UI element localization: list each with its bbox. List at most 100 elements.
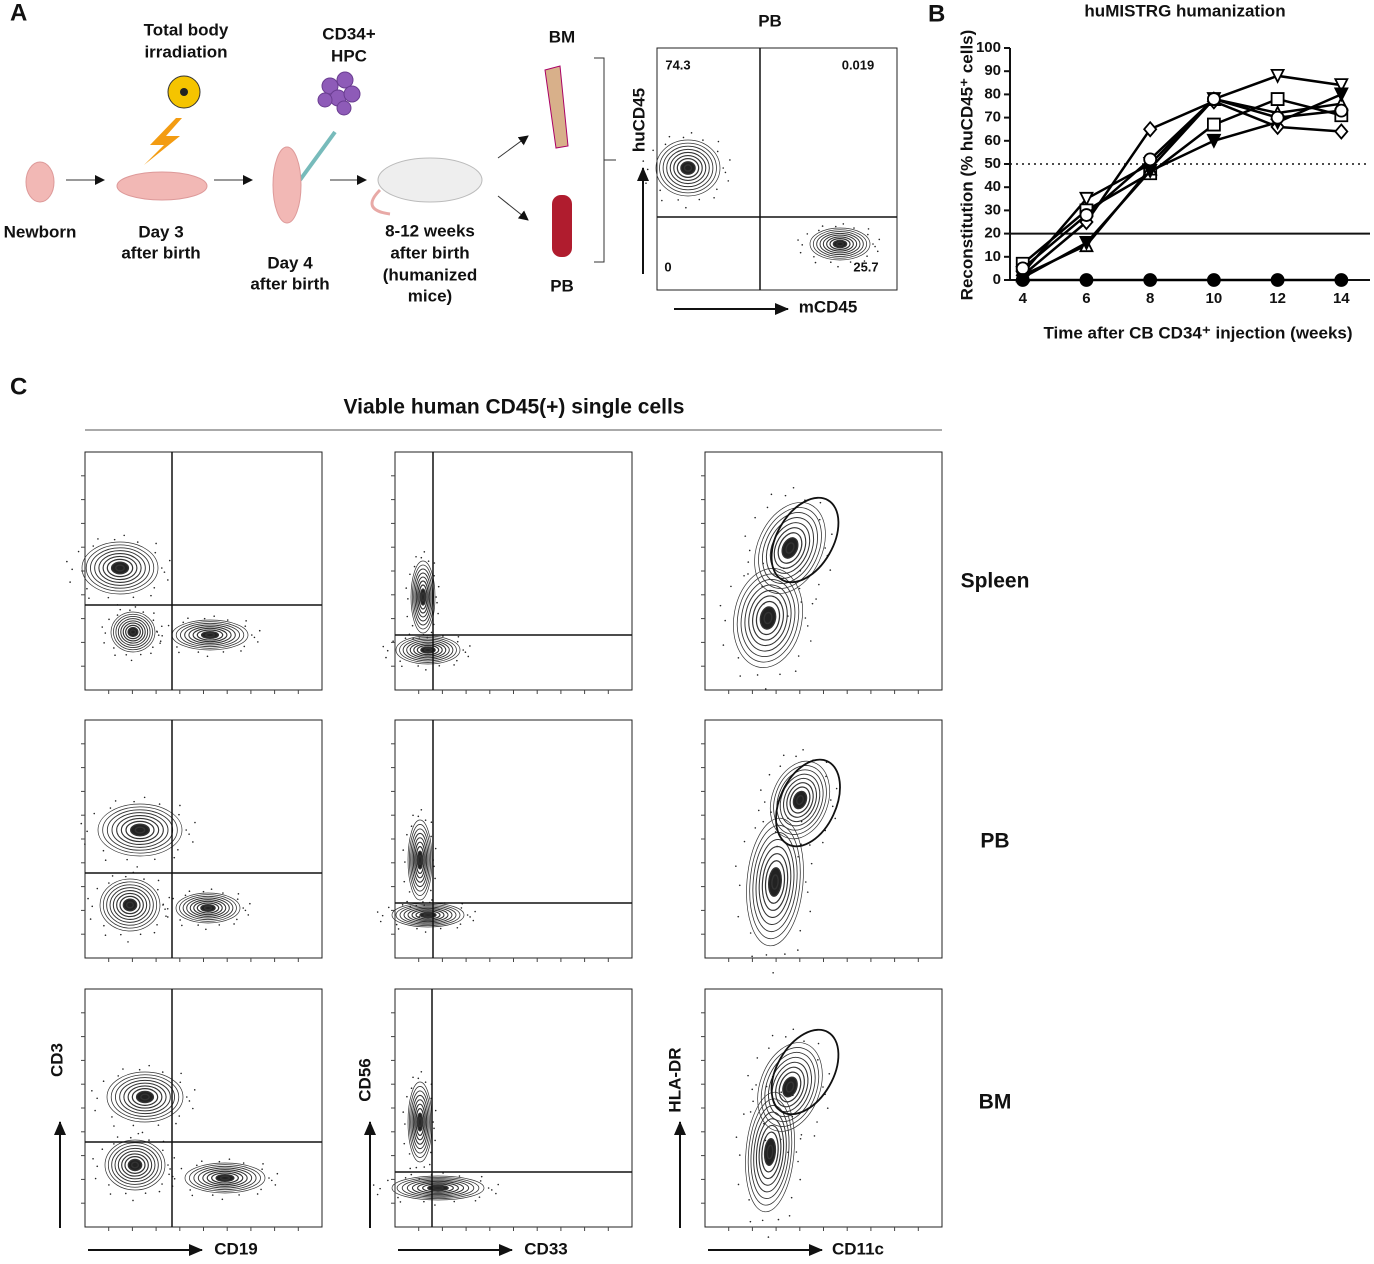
event-dot bbox=[462, 649, 465, 651]
contour bbox=[754, 502, 826, 594]
event-dot bbox=[404, 861, 406, 863]
contour bbox=[765, 517, 815, 579]
y-tick-label: 40 bbox=[984, 178, 1001, 195]
event-dot bbox=[410, 825, 413, 827]
event-dot bbox=[161, 1071, 164, 1073]
contour bbox=[411, 909, 445, 921]
contour bbox=[407, 819, 433, 901]
event-dot bbox=[743, 574, 745, 577]
event-dot bbox=[385, 656, 387, 659]
event-dot bbox=[437, 612, 439, 615]
contour bbox=[755, 838, 795, 926]
contour bbox=[775, 1066, 805, 1108]
contour bbox=[196, 629, 224, 641]
event-dot bbox=[202, 890, 205, 893]
contour bbox=[816, 231, 864, 257]
event-dot bbox=[113, 1125, 115, 1127]
event-dot bbox=[770, 811, 772, 813]
event-dot bbox=[109, 807, 112, 809]
contour bbox=[414, 572, 432, 622]
contour bbox=[110, 611, 156, 653]
contour bbox=[423, 912, 433, 918]
event-dot bbox=[97, 538, 99, 540]
event-dot bbox=[747, 1074, 749, 1077]
contour bbox=[110, 1074, 180, 1120]
event-dot bbox=[792, 1028, 795, 1031]
contour bbox=[826, 236, 854, 252]
event-dot bbox=[779, 673, 781, 676]
contour bbox=[134, 826, 146, 834]
event-dot bbox=[735, 865, 737, 867]
event-dot bbox=[434, 1109, 437, 1112]
event-dot bbox=[221, 1198, 224, 1201]
event-dot bbox=[126, 858, 128, 861]
event-dot bbox=[244, 625, 247, 627]
event-dot bbox=[166, 916, 169, 918]
event-dot bbox=[797, 239, 799, 241]
event-dot bbox=[816, 1121, 818, 1123]
marker bbox=[1206, 133, 1222, 149]
series bbox=[1015, 92, 1349, 271]
event-dot bbox=[132, 1124, 135, 1127]
series-line bbox=[1022, 97, 1342, 277]
event-dot bbox=[156, 630, 158, 633]
marker bbox=[1079, 273, 1094, 287]
event-dot bbox=[108, 1184, 110, 1186]
contour bbox=[777, 532, 803, 564]
event-dot bbox=[87, 897, 89, 900]
event-dot bbox=[406, 615, 409, 618]
bracket bbox=[594, 57, 616, 263]
contour bbox=[111, 1145, 159, 1185]
contour bbox=[414, 841, 426, 879]
quadrant-value: 0 bbox=[664, 259, 671, 274]
axis-label: CD56 bbox=[355, 1058, 374, 1101]
event-dot bbox=[818, 229, 820, 232]
flow-frame bbox=[656, 47, 898, 291]
event-dot bbox=[685, 206, 687, 209]
event-dot bbox=[842, 223, 845, 225]
event-dot bbox=[138, 1068, 141, 1071]
y-tick-label: 50 bbox=[984, 155, 1001, 172]
event-dot bbox=[668, 135, 671, 138]
event-dot bbox=[800, 820, 803, 823]
event-dot bbox=[194, 821, 196, 824]
event-dot bbox=[806, 233, 809, 235]
event-dot bbox=[237, 893, 240, 895]
lightning-icon bbox=[144, 118, 182, 165]
flow-plot bbox=[66, 451, 323, 694]
flow-plot bbox=[701, 719, 943, 974]
contour bbox=[761, 853, 789, 911]
event-dot bbox=[810, 862, 813, 865]
event-dot bbox=[652, 149, 654, 152]
event-dot bbox=[167, 1164, 169, 1166]
event-dot bbox=[188, 890, 191, 893]
contour bbox=[94, 550, 146, 586]
panel-a: A Newborn Total body irradiation Day 3 a… bbox=[4, 0, 898, 316]
event-dot bbox=[409, 573, 411, 576]
event-dot bbox=[158, 1190, 161, 1193]
event-dot bbox=[162, 903, 165, 906]
event-dot bbox=[828, 1072, 831, 1075]
marker bbox=[1270, 92, 1285, 106]
event-dot bbox=[143, 878, 145, 880]
event-dot bbox=[761, 1219, 764, 1222]
event-dot bbox=[813, 255, 815, 258]
pup-icon bbox=[272, 146, 302, 224]
bone-icon bbox=[544, 65, 569, 149]
contour bbox=[396, 1176, 480, 1200]
event-dot bbox=[767, 1236, 770, 1238]
contour bbox=[785, 542, 795, 554]
plot-frame bbox=[704, 988, 943, 1228]
event-dot bbox=[809, 910, 812, 913]
event-dot bbox=[411, 624, 414, 627]
event-dot bbox=[136, 866, 139, 868]
event-dot bbox=[94, 1177, 97, 1180]
contour bbox=[740, 578, 796, 658]
event-dot bbox=[410, 1087, 413, 1089]
label: Newborn bbox=[4, 222, 77, 241]
event-dot bbox=[791, 1115, 794, 1118]
event-dot bbox=[397, 928, 400, 930]
contour bbox=[104, 1139, 166, 1191]
label: after birth bbox=[390, 243, 469, 262]
contour bbox=[760, 1047, 820, 1127]
